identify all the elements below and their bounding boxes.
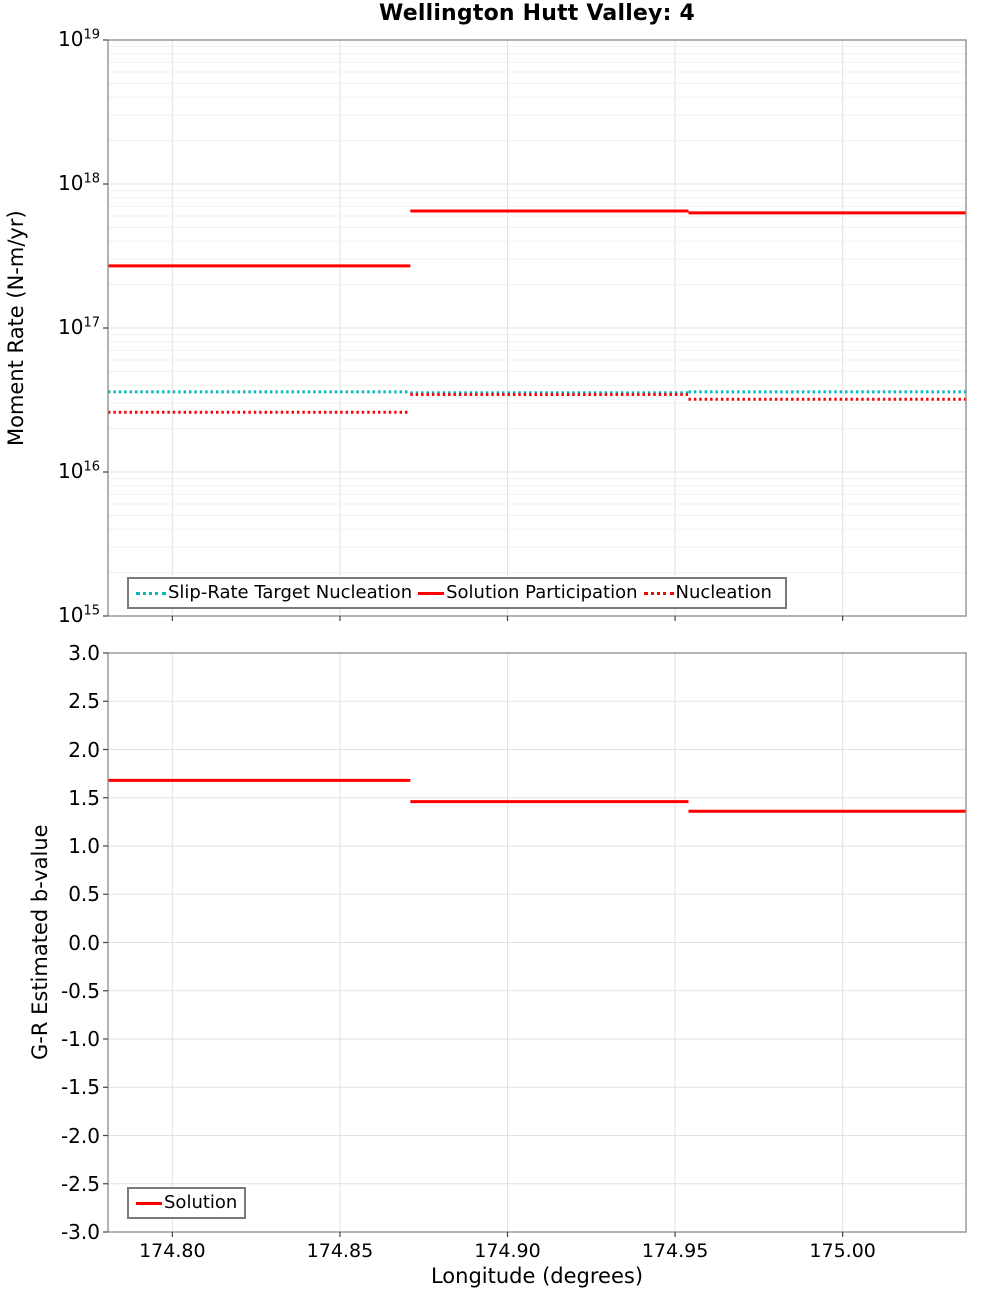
bottom-y-tick-label: 3.0 xyxy=(68,641,100,665)
bottom-y-tick-label: -2.5 xyxy=(60,1171,100,1196)
legend-item: Slip-Rate Target Nucleation xyxy=(136,581,412,605)
top-y-tick-label: 1015 xyxy=(58,603,100,627)
x-tick-label: 174.85 xyxy=(306,1240,374,1262)
legend-marker-dotted xyxy=(136,591,166,595)
chart-title: Wellington Hutt Valley: 4 xyxy=(379,1,695,26)
top-y-tick-label: 1017 xyxy=(58,315,100,339)
x-tick-label: 174.80 xyxy=(139,1240,206,1262)
bottom-y-tick-label: 0.5 xyxy=(68,882,100,907)
top-y-tick-label: 1019 xyxy=(58,27,100,51)
bottom-y-tick-label: -0.5 xyxy=(60,978,100,1003)
legend-label: Slip-Rate Target Nucleation xyxy=(168,582,413,603)
x-tick-label: 174.90 xyxy=(474,1240,541,1262)
legend-marker-solid xyxy=(418,591,445,595)
legend-item: Nucleation xyxy=(643,581,772,605)
legend-marker-solid xyxy=(136,1201,162,1205)
legend-item: Solution xyxy=(136,1191,237,1215)
legend-label: Solution Participation xyxy=(446,582,638,603)
x-axis-label: Longitude (degrees) xyxy=(430,1264,644,1288)
bottom-y-tick-label: -2.0 xyxy=(60,1123,100,1148)
bottom-legend: Solution xyxy=(127,1187,247,1219)
bottom-y-tick-label: 1.0 xyxy=(68,834,100,858)
bottom-y-tick-label: -1.5 xyxy=(60,1075,100,1100)
bottom-y-tick-label: 2.0 xyxy=(68,737,100,762)
legend-label: Solution xyxy=(164,1192,238,1213)
top-y-tick-label: 1016 xyxy=(58,459,100,483)
bottom-y-tick-label: -1.0 xyxy=(60,1027,100,1051)
top-y-tick-label: 1018 xyxy=(58,171,100,195)
legend-marker-dotted xyxy=(643,591,674,595)
legend-item: Solution Participation xyxy=(418,581,638,605)
x-tick-label: 174.95 xyxy=(641,1240,709,1262)
top-y-axis-label: Moment Rate (N-m/yr) xyxy=(4,210,28,446)
x-tick-label: 175.00 xyxy=(809,1240,876,1262)
bottom-y-tick-label: 1.5 xyxy=(68,785,100,810)
bottom-y-tick-label: -3.0 xyxy=(60,1220,100,1244)
legend-label: Nucleation xyxy=(675,582,772,603)
bottom-y-tick-label: 2.5 xyxy=(68,689,100,714)
bottom-y-tick-label: 0.0 xyxy=(68,930,100,955)
top-legend: Slip-Rate Target Nucleation Solution Part… xyxy=(127,577,787,609)
